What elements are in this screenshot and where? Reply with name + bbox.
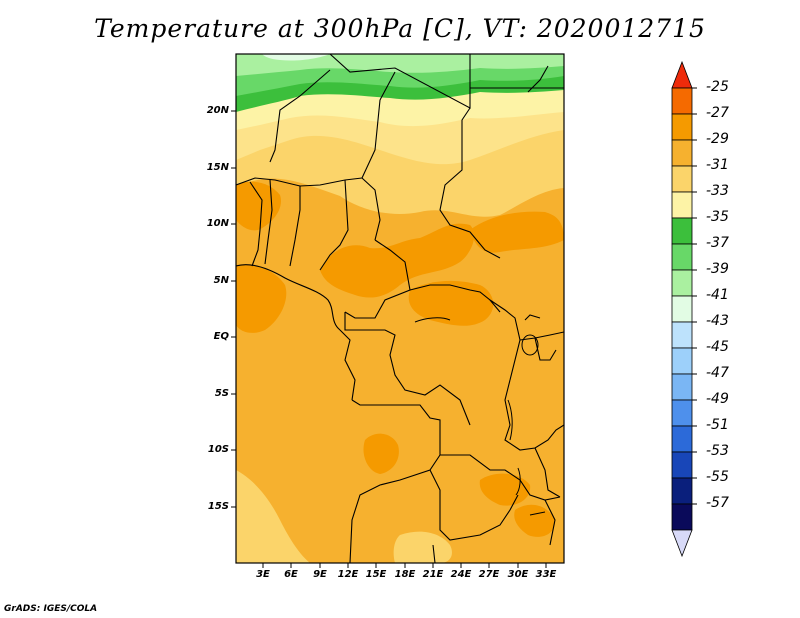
lat-label-10s: 10S bbox=[207, 444, 229, 455]
lat-ticks bbox=[231, 110, 236, 508]
colorbar-label: -39 bbox=[706, 261, 729, 277]
colorbar-swatch bbox=[671, 477, 693, 505]
colorbar-label: -29 bbox=[706, 131, 729, 147]
colorbar-label: -49 bbox=[706, 391, 729, 407]
lat-label-20n: 20N bbox=[206, 105, 229, 116]
band-27-mid bbox=[408, 280, 494, 326]
lat-label-5n: 5N bbox=[213, 275, 229, 286]
colorbar-swatch bbox=[671, 113, 693, 141]
colorbar-swatch bbox=[671, 191, 693, 219]
colorbar-label: -53 bbox=[706, 443, 729, 459]
figure-title: Temperature at 300hPa [C], VT: 202001271… bbox=[94, 14, 706, 43]
colorbar-swatch bbox=[671, 87, 693, 115]
band-27-west bbox=[236, 181, 281, 231]
lon-ticks bbox=[262, 563, 547, 568]
colorbar-label: -43 bbox=[706, 313, 729, 329]
band-27-far-southeast bbox=[514, 504, 556, 537]
colorbar-label: -41 bbox=[706, 287, 729, 303]
lon-label-21e: 21E bbox=[422, 569, 444, 580]
colorbar-swatch bbox=[671, 451, 693, 479]
band-27-central bbox=[320, 223, 475, 298]
colorbar-swatch bbox=[671, 165, 693, 193]
band-27-southeast bbox=[479, 473, 531, 506]
grads-credit: GrADS: IGES/COLA bbox=[4, 604, 98, 614]
colorbar-swatch bbox=[671, 321, 693, 349]
colorbar-label: -37 bbox=[706, 235, 729, 251]
colorbar-label: -45 bbox=[706, 339, 729, 355]
colorbar-label: -47 bbox=[706, 365, 729, 381]
lon-label-33e: 33E bbox=[535, 569, 557, 580]
colorbar-label: -51 bbox=[706, 417, 729, 433]
lat-label-15n: 15N bbox=[206, 162, 229, 173]
colorbar-swatch bbox=[671, 243, 693, 271]
country-borders bbox=[236, 54, 564, 563]
colorbar-label: -33 bbox=[706, 183, 729, 199]
lon-label-18e: 18E bbox=[394, 569, 416, 580]
band-27-east bbox=[470, 211, 564, 253]
temperature-field bbox=[236, 54, 564, 563]
band-43 bbox=[262, 54, 330, 61]
band-31-southwest bbox=[236, 470, 310, 563]
colorbar-swatch bbox=[671, 425, 693, 453]
colorbar-label: -57 bbox=[706, 495, 729, 511]
colorbar-label: -25 bbox=[706, 79, 729, 95]
colorbar-swatch bbox=[671, 139, 693, 167]
lakes bbox=[414, 317, 546, 516]
band-41 bbox=[236, 54, 564, 76]
colorbar-label: -27 bbox=[706, 105, 729, 121]
colorbar-swatch bbox=[671, 295, 693, 323]
lat-label-15s: 15S bbox=[207, 501, 229, 512]
lon-label-15e: 15E bbox=[365, 569, 387, 580]
lon-label-24e: 24E bbox=[450, 569, 472, 580]
colorbar-swatch bbox=[671, 503, 693, 531]
colorbar-swatch bbox=[671, 373, 693, 401]
map-frame bbox=[235, 53, 565, 564]
lat-label-10n: 10N bbox=[206, 218, 229, 229]
colorbar-label: -55 bbox=[706, 469, 729, 485]
lat-label-eq: EQ bbox=[213, 331, 229, 342]
lon-label-30e: 30E bbox=[507, 569, 529, 580]
band-27-south bbox=[363, 433, 399, 474]
colorbar-swatch bbox=[671, 269, 693, 297]
colorbar-label: -31 bbox=[706, 157, 729, 173]
lon-label-3e: 3E bbox=[256, 569, 270, 580]
band-27-southwest bbox=[236, 264, 287, 333]
colorbar-top-triangle bbox=[671, 60, 693, 89]
lon-label-12e: 12E bbox=[337, 569, 359, 580]
lon-label-9e: 9E bbox=[313, 569, 327, 580]
colorbar-label: -35 bbox=[706, 209, 729, 225]
colorbar-swatch bbox=[671, 399, 693, 427]
lon-label-27e: 27E bbox=[478, 569, 500, 580]
lat-label-5s: 5S bbox=[214, 388, 229, 399]
lon-label-6e: 6E bbox=[284, 569, 298, 580]
colorbar-swatch bbox=[671, 347, 693, 375]
band-31-southcenter bbox=[393, 531, 452, 563]
colorbar-swatch bbox=[671, 217, 693, 245]
colorbar bbox=[671, 60, 697, 558]
colorbar-bottom-triangle bbox=[671, 529, 693, 558]
